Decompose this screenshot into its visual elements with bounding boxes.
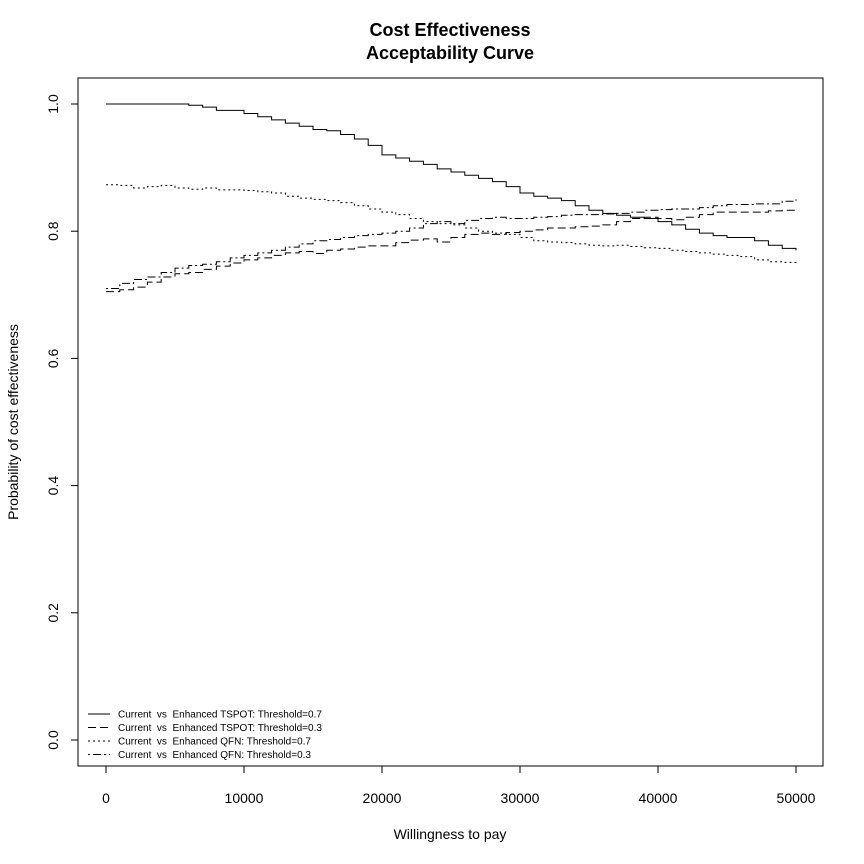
chart-title-line2: Acceptability Curve [366,43,534,63]
legend-label-2: Current vs Enhanced TSPOT: Threshold=0.3 [118,723,322,734]
x-tick-label: 10000 [225,790,264,806]
y-tick-label: 1.0 [45,94,61,114]
legend: Current vs Enhanced TSPOT: Threshold=0.7… [88,710,322,761]
chart-title-line1: Cost Effectiveness [369,20,530,40]
series-layer [106,103,797,293]
x-tick-label: 20000 [363,790,402,806]
series-line-2 [106,209,796,293]
legend-label-1: Current vs Enhanced TSPOT: Threshold=0.7 [118,710,322,721]
series-line-3 [106,184,797,263]
y-tick-label: 0.4 [45,476,61,496]
x-tick-label: 50000 [777,790,816,806]
x-tick-label: 40000 [639,790,678,806]
x-tick-label: 0 [102,790,110,806]
y-tick-label: 0.6 [45,348,61,368]
series-line-4 [106,199,797,289]
x-tick-label: 30000 [501,790,540,806]
y-axis-label: Probability of cost effectiveness [5,324,21,520]
y-tick-label: 0.0 [45,730,61,750]
y-tick-label: 0.2 [45,603,61,623]
legend-label-3: Current vs Enhanced QFN: Threshold=0.7 [118,737,311,748]
y-tick-label: 0.8 [45,221,61,241]
x-axis: 0 10000 20000 30000 40000 50000 [102,765,816,806]
plot-frame [77,77,824,767]
y-axis: 0.0 0.2 0.4 0.6 0.8 1.0 [45,94,79,750]
legend-label-4: Current vs Enhanced QFN: Threshold=0.3 [118,750,311,761]
x-axis-label: Willingness to pay [394,826,507,842]
series-line-1 [106,103,797,251]
